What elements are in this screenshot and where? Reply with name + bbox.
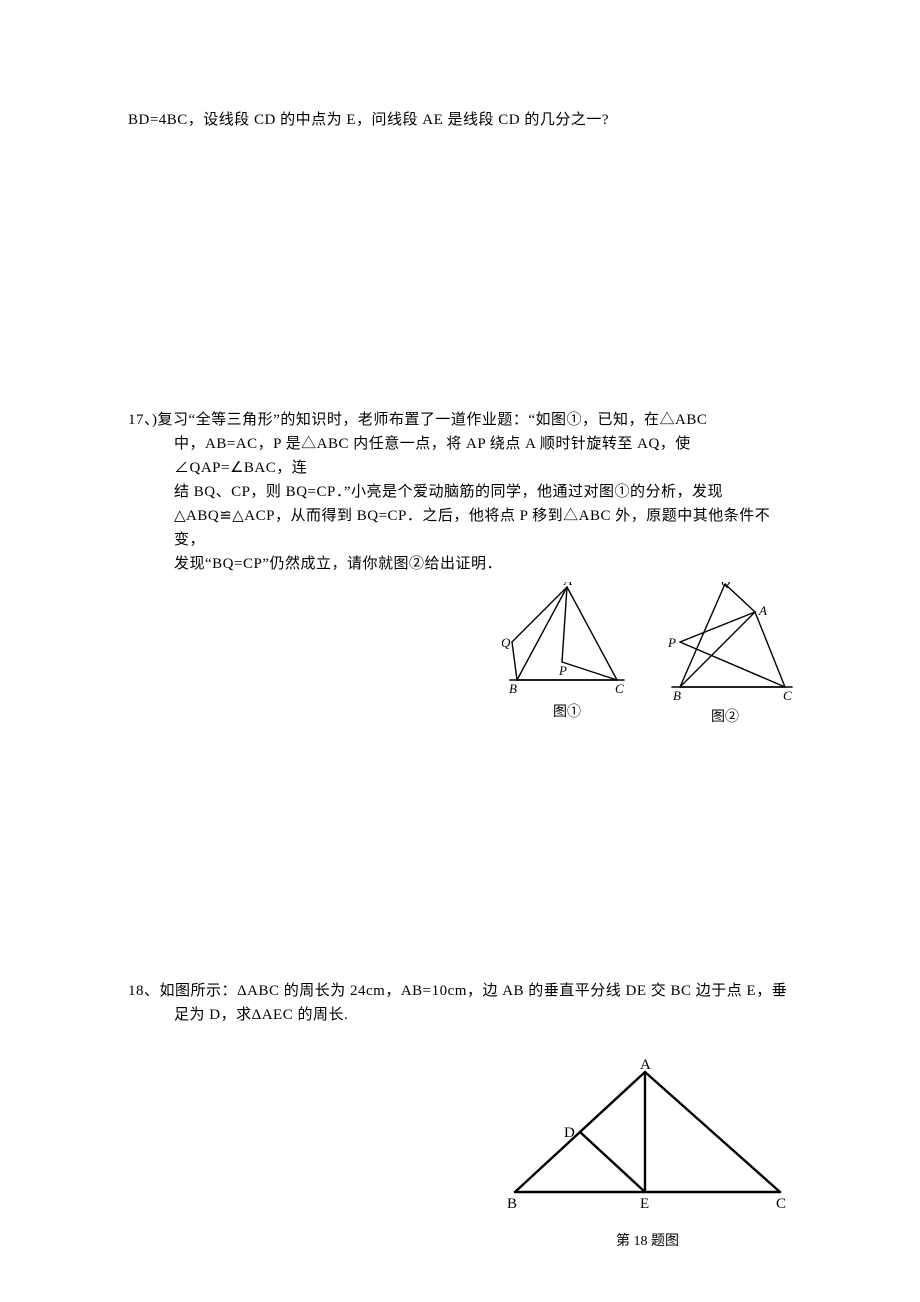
p17-line1: 17、)复习“全等三角形”的知识时，老师布置了一道作业题：“如图①，已知，在△A… <box>128 408 800 432</box>
p18-fig-svg: A B C D E <box>495 1057 800 1212</box>
p17-l1: )复习“全等三角形”的知识时，老师布置了一道作业题：“如图①，已知，在△ABC <box>152 412 707 428</box>
p17-figures: A B C P Q 图① A B C P Q 图② <box>128 582 800 726</box>
svg-text:C: C <box>776 1196 786 1212</box>
p18-l2: 足为 D，求ΔAEC 的周长. <box>128 1003 800 1027</box>
p18-number: 18、 <box>128 983 160 999</box>
p17-l5: 发现“BQ=CP”仍然成立，请你就图②给出证明． <box>128 552 800 576</box>
svg-text:P: P <box>558 663 567 678</box>
p17-figure-2: A B C P Q 图② <box>650 582 800 726</box>
svg-text:E: E <box>640 1196 649 1212</box>
svg-text:B: B <box>673 688 681 702</box>
p18-figure: A B C D E 第 18 题图 <box>495 1057 800 1250</box>
svg-text:B: B <box>509 681 517 696</box>
svg-text:Q: Q <box>721 582 731 589</box>
svg-text:D: D <box>564 1125 575 1141</box>
svg-text:B: B <box>507 1196 517 1212</box>
page: BD=4BC，设线段 CD 的中点为 E，问线段 AE 是线段 CD 的几分之一… <box>0 0 920 1302</box>
svg-text:A: A <box>758 603 767 618</box>
p16-line1: BD=4BC，设线段 CD 的中点为 E，问线段 AE 是线段 CD 的几分之一… <box>128 108 800 132</box>
p17-l2: 中，AB=AC，P 是△ABC 内任意一点，将 AP 绕点 A 顺时针旋转至 A… <box>128 432 800 480</box>
svg-text:P: P <box>667 635 676 650</box>
p17-fig2-caption: 图② <box>711 706 739 726</box>
svg-text:A: A <box>563 582 572 588</box>
p18-figure-wrap: A B C D E 第 18 题图 <box>128 1057 800 1250</box>
p17-l4: △ABQ≌△ACP，从而得到 BQ=CP．之后，他将点 P 移到△ABC 外，原… <box>128 504 800 552</box>
problem-17: 17、)复习“全等三角形”的知识时，老师布置了一道作业题：“如图①，已知，在△A… <box>128 408 800 726</box>
p17-l3: 结 BQ、CP，则 BQ=CP．”小亮是个爱动脑筋的同学，他通过对图①的分析，发… <box>128 480 800 504</box>
p17-fig1-caption: 图① <box>553 701 581 721</box>
p17-number: 17、 <box>128 412 152 428</box>
svg-text:C: C <box>783 688 792 702</box>
p18-caption: 第 18 题图 <box>616 1230 679 1250</box>
svg-text:C: C <box>615 681 624 696</box>
p17-fig2-svg: A B C P Q <box>650 582 800 702</box>
p17-figure-1: A B C P Q 图① <box>502 582 632 726</box>
svg-text:A: A <box>640 1057 651 1073</box>
problem-18: 18、如图所示：ΔABC 的周长为 24cm，AB=10cm，边 AB 的垂直平… <box>128 979 800 1250</box>
p18-line1: 18、如图所示：ΔABC 的周长为 24cm，AB=10cm，边 AB 的垂直平… <box>128 979 800 1003</box>
svg-text:Q: Q <box>502 635 511 650</box>
p17-fig1-svg: A B C P Q <box>502 582 632 697</box>
problem-16-tail: BD=4BC，设线段 CD 的中点为 E，问线段 AE 是线段 CD 的几分之一… <box>128 108 800 132</box>
p18-l1: 如图所示：ΔABC 的周长为 24cm，AB=10cm，边 AB 的垂直平分线 … <box>160 983 788 999</box>
